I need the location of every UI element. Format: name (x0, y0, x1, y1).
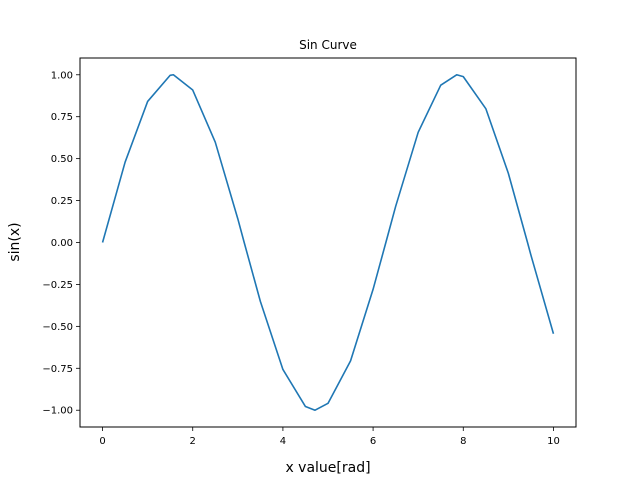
axes-frame (79, 57, 577, 428)
y-tick-label: −0.75 (42, 364, 73, 375)
x-axis-label: x value[rad] (285, 460, 370, 476)
series-line-0 (101, 73, 555, 412)
y-tick-label: 0.00 (51, 238, 73, 249)
y-axis-label: sin(x) (7, 222, 23, 261)
y-tick-label: −0.50 (42, 322, 73, 333)
x-tick-label: 10 (547, 436, 560, 447)
x-axis: 0 2 4 6 8 10 (99, 427, 560, 447)
y-tick-label: 0.25 (51, 196, 73, 207)
y-tick-label: 0.50 (51, 154, 73, 165)
y-axis: −1.00 −0.75 −0.50 −0.25 0.00 0.25 0.50 0.75 1.00 (42, 70, 80, 417)
x-tick-label: 0 (99, 436, 105, 447)
chart-title: Sin Curve (299, 38, 357, 52)
plot-area (101, 73, 555, 412)
x-tick-label: 6 (370, 436, 376, 447)
y-tick-label: −1.00 (42, 406, 73, 417)
x-tick-label: 2 (190, 436, 196, 447)
x-tick-label: 8 (460, 436, 466, 447)
y-tick-label: −0.25 (42, 280, 73, 291)
x-tick-label: 4 (280, 436, 286, 447)
y-tick-label: 1.00 (51, 70, 73, 81)
y-tick-label: 0.75 (51, 112, 73, 123)
